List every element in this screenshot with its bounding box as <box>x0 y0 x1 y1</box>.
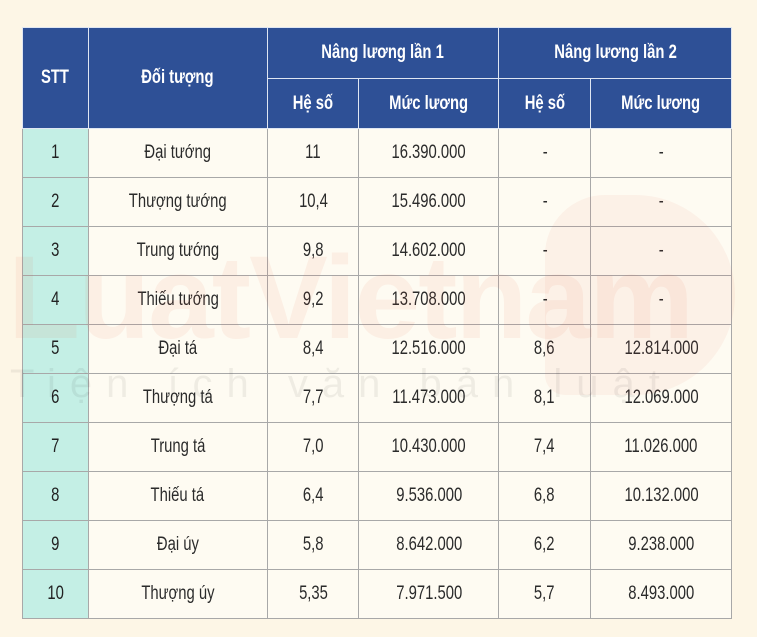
cell-he-so-2: 8,6 <box>498 324 592 374</box>
cell-stt: 2 <box>22 177 89 227</box>
cell-he-so-2: - <box>498 275 592 325</box>
table-row: 9 Đại úy 5,8 8.642.000 6,2 9.238.000 <box>22 520 732 570</box>
cell-muc-luong-2: - <box>590 226 732 276</box>
cell-he-so-1: 10,4 <box>266 177 360 227</box>
cell-stt: 9 <box>22 520 89 570</box>
header-he-so-1-label: Hệ số <box>292 92 334 114</box>
cell-muc-luong-1: 16.390.000 <box>358 128 500 178</box>
cell-muc-luong-1: 11.473.000 <box>358 373 500 423</box>
header-muc-luong-1: Mức lương <box>358 78 500 129</box>
header-group-2: Nâng lương lần 2 <box>498 27 732 79</box>
table-row: 7 Trung tá 7,0 10.430.000 7,4 11.026.000 <box>22 422 732 472</box>
header-he-so-2-label: Hệ số <box>524 92 565 114</box>
table-row: 1 Đại tướng 11 16.390.000 - - <box>22 128 732 178</box>
table-body: 1 Đại tướng 11 16.390.000 - - 2 Thượng t… <box>22 128 732 619</box>
header-group-2-label: Nâng lương lần 2 <box>553 42 677 63</box>
cell-he-so-2: - <box>498 177 592 227</box>
table-header: STT Đối tượng Nâng lương lần 1 Nâng lươn… <box>22 27 732 129</box>
cell-he-so-1: 7,7 <box>266 373 360 423</box>
cell-doi-tuong: Đại tá <box>87 324 268 374</box>
header-he-so-1: Hệ số <box>266 78 360 129</box>
cell-muc-luong-1: 10.430.000 <box>358 422 500 472</box>
table-row: 6 Thượng tá 7,7 11.473.000 8,1 12.069.00… <box>22 373 732 423</box>
cell-muc-luong-2: 10.132.000 <box>590 471 732 521</box>
cell-muc-luong-2: - <box>590 275 732 325</box>
header-stt: STT <box>22 27 89 129</box>
cell-doi-tuong: Thượng úy <box>87 569 268 619</box>
cell-muc-luong-1: 15.496.000 <box>358 177 500 227</box>
cell-muc-luong-2: 11.026.000 <box>590 422 732 472</box>
cell-doi-tuong: Thiếu tá <box>87 471 268 521</box>
header-muc-luong-2-label: Mức lương <box>621 92 701 114</box>
cell-muc-luong-2: - <box>590 128 732 178</box>
cell-muc-luong-1: 9.536.000 <box>358 471 500 521</box>
cell-stt: 4 <box>22 275 89 325</box>
header-doi-tuong-label: Đối tượng <box>141 67 214 88</box>
cell-he-so-1: 11 <box>266 128 360 178</box>
cell-muc-luong-2: 12.069.000 <box>590 373 732 423</box>
cell-he-so-2: - <box>498 128 592 178</box>
cell-stt: 10 <box>22 569 89 619</box>
cell-doi-tuong: Thiếu tướng <box>87 275 268 325</box>
cell-muc-luong-1: 13.708.000 <box>358 275 500 325</box>
cell-stt: 7 <box>22 422 89 472</box>
cell-muc-luong-1: 8.642.000 <box>358 520 500 570</box>
cell-he-so-1: 6,4 <box>266 471 360 521</box>
header-muc-luong-2: Mức lương <box>590 78 732 129</box>
header-stt-label: STT <box>41 67 70 88</box>
cell-he-so-1: 9,2 <box>266 275 360 325</box>
cell-he-so-1: 7,0 <box>266 422 360 472</box>
cell-doi-tuong: Thượng tướng <box>87 177 268 227</box>
cell-muc-luong-1: 12.516.000 <box>358 324 500 374</box>
cell-he-so-2: 8,1 <box>498 373 592 423</box>
cell-stt: 8 <box>22 471 89 521</box>
header-group-1: Nâng lương lần 1 <box>266 27 500 79</box>
cell-doi-tuong: Thượng tá <box>87 373 268 423</box>
cell-he-so-1: 8,4 <box>266 324 360 374</box>
cell-he-so-2: - <box>498 226 592 276</box>
header-muc-luong-1-label: Mức lương <box>389 92 469 114</box>
cell-he-so-1: 9,8 <box>266 226 360 276</box>
cell-doi-tuong: Trung tướng <box>87 226 268 276</box>
cell-muc-luong-2: - <box>590 177 732 227</box>
table-row: 5 Đại tá 8,4 12.516.000 8,6 12.814.000 <box>22 324 732 374</box>
cell-stt: 5 <box>22 324 89 374</box>
table-row: 10 Thượng úy 5,35 7.971.500 5,7 8.493.00… <box>22 569 732 619</box>
table-row: 4 Thiếu tướng 9,2 13.708.000 - - <box>22 275 732 325</box>
table-row: 2 Thượng tướng 10,4 15.496.000 - - <box>22 177 732 227</box>
cell-he-so-1: 5,8 <box>266 520 360 570</box>
cell-muc-luong-2: 9.238.000 <box>590 520 732 570</box>
cell-he-so-1: 5,35 <box>266 569 360 619</box>
header-doi-tuong: Đối tượng <box>87 27 268 129</box>
header-group-1-label: Nâng lương lần 1 <box>321 42 445 63</box>
cell-doi-tuong: Đại tướng <box>87 128 268 178</box>
table-row: 8 Thiếu tá 6,4 9.536.000 6,8 10.132.000 <box>22 471 732 521</box>
salary-table: STT Đối tượng Nâng lương lần 1 Nâng lươn… <box>22 27 732 619</box>
cell-muc-luong-1: 7.971.500 <box>358 569 500 619</box>
cell-muc-luong-2: 12.814.000 <box>590 324 732 374</box>
cell-stt: 6 <box>22 373 89 423</box>
cell-he-so-2: 6,8 <box>498 471 592 521</box>
header-he-so-2: Hệ số <box>498 78 592 129</box>
cell-he-so-2: 7,4 <box>498 422 592 472</box>
cell-doi-tuong: Trung tá <box>87 422 268 472</box>
cell-stt: 3 <box>22 226 89 276</box>
cell-doi-tuong: Đại úy <box>87 520 268 570</box>
cell-he-so-2: 6,2 <box>498 520 592 570</box>
cell-muc-luong-2: 8.493.000 <box>590 569 732 619</box>
cell-muc-luong-1: 14.602.000 <box>358 226 500 276</box>
table-row: 3 Trung tướng 9,8 14.602.000 - - <box>22 226 732 276</box>
cell-he-so-2: 5,7 <box>498 569 592 619</box>
cell-stt: 1 <box>22 128 89 178</box>
